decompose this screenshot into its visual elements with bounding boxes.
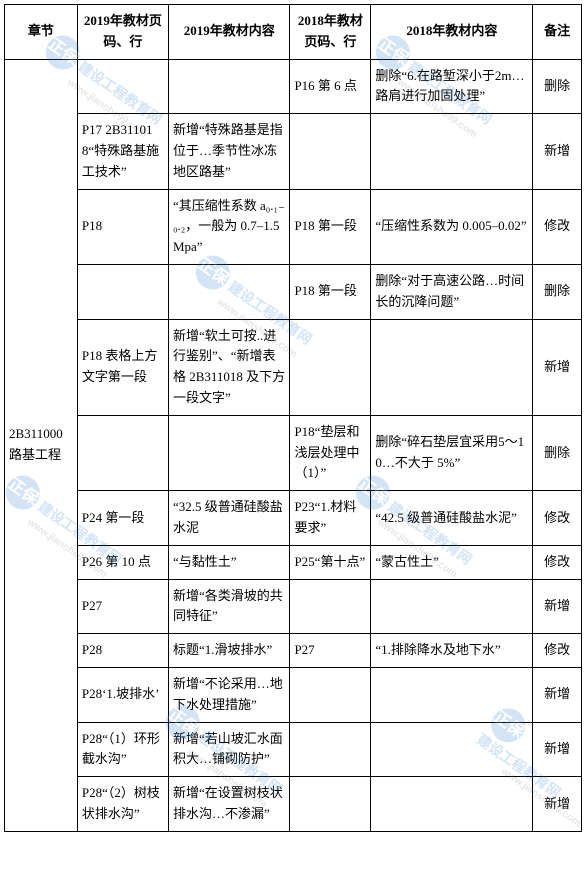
table-row: P18 表格上方文字第一段 新增“软土可按..进行鉴别”、“新增表格 2B311… <box>5 319 582 415</box>
header-chapter: 章节 <box>5 5 78 60</box>
cell-p18 <box>290 667 371 722</box>
cell-p19: P28“（1）环形截水沟” <box>77 722 168 777</box>
table-row: P18 第一段 删除“对于高速公路…时间长的沉降问题” 删除 <box>5 264 582 319</box>
cell-p19: P28“（2）树枝状排水沟” <box>77 777 168 832</box>
cell-note: 新增 <box>533 579 582 634</box>
cell-c19: “其压缩性系数 a₀.₁₋₀.₂，一般为 0.7–1.5Mpa” <box>168 189 289 264</box>
cell-p19: P27 <box>77 579 168 634</box>
cell-p18: P18 第一段 <box>290 189 371 264</box>
table-header-row: 章节 2019年教材页码、行 2019年教材内容 2018年教材页码、行 201… <box>5 5 582 60</box>
cell-c18 <box>371 722 533 777</box>
table-row: P26 第 10 点 “与黏性土” P25“第十点” “蒙古性土” 修改 <box>5 545 582 579</box>
cell-c18: 删除“对于高速公路…时间长的沉降问题” <box>371 264 533 319</box>
cell-c19 <box>168 415 289 490</box>
cell-c18 <box>371 579 533 634</box>
table-row: P28“（1）环形截水沟” 新增“若山坡汇水面积大…铺砌防护” 新增 <box>5 722 582 777</box>
cell-p18 <box>290 722 371 777</box>
cell-note: 修改 <box>533 491 582 546</box>
cell-note: 新增 <box>533 114 582 189</box>
cell-note: 新增 <box>533 667 582 722</box>
cell-c18: “压缩性系数为 0.005–0.02” <box>371 189 533 264</box>
header-note: 备注 <box>533 5 582 60</box>
page-wrap: 正保建设工程教育网 www.jianshe99.com 正保建设工程教育网 ww… <box>4 4 582 832</box>
cell-p18 <box>290 579 371 634</box>
header-content2019: 2019年教材内容 <box>168 5 289 60</box>
cell-c19: 新增“若山坡汇水面积大…铺砌防护” <box>168 722 289 777</box>
cell-c18: “42.5 级普通硅酸盐水泥” <box>371 491 533 546</box>
cell-p18: P16 第 6 点 <box>290 59 371 114</box>
table-row: P18 “其压缩性系数 a₀.₁₋₀.₂，一般为 0.7–1.5Mpa” P18… <box>5 189 582 264</box>
comparison-table: 章节 2019年教材页码、行 2019年教材内容 2018年教材页码、行 201… <box>4 4 582 832</box>
header-page2019: 2019年教材页码、行 <box>77 5 168 60</box>
cell-note: 修改 <box>533 634 582 668</box>
cell-c18 <box>371 319 533 415</box>
cell-p19: P28‘1.坡排水’ <box>77 667 168 722</box>
table-row: P18“垫层和浅层处理中（1）” 删除“碎石垫层宜采用5〜10…不大于 5%” … <box>5 415 582 490</box>
cell-p19: P17 2B311018“特殊路基施工技术” <box>77 114 168 189</box>
cell-p18 <box>290 114 371 189</box>
cell-p18: P18“垫层和浅层处理中（1）” <box>290 415 371 490</box>
header-page2018: 2018年教材页码、行 <box>290 5 371 60</box>
table-row: 2B311000路基工程 P16 第 6 点 删除“6.在路堑深小于2m…路肩进… <box>5 59 582 114</box>
cell-note: 删除 <box>533 59 582 114</box>
cell-c18 <box>371 777 533 832</box>
cell-c18: “蒙古性土” <box>371 545 533 579</box>
cell-c19: 新增“软土可按..进行鉴别”、“新增表格 2B311018 及下方一段文字” <box>168 319 289 415</box>
cell-c19: 新增“不论采用…地下水处理措施” <box>168 667 289 722</box>
cell-c19 <box>168 264 289 319</box>
cell-c18: 删除“6.在路堑深小于2m…路肩进行加固处理” <box>371 59 533 114</box>
cell-p18 <box>290 319 371 415</box>
cell-p18: P23“1.材料要求” <box>290 491 371 546</box>
cell-p19: P26 第 10 点 <box>77 545 168 579</box>
cell-note: 新增 <box>533 319 582 415</box>
cell-c18: “1.排除降水及地下水” <box>371 634 533 668</box>
cell-p18: P27 <box>290 634 371 668</box>
cell-p19 <box>77 415 168 490</box>
cell-p19: P28 <box>77 634 168 668</box>
header-content2018: 2018年教材内容 <box>371 5 533 60</box>
cell-p19: P24 第一段 <box>77 491 168 546</box>
cell-c19: 标题“1.滑坡排水” <box>168 634 289 668</box>
cell-p19: P18 <box>77 189 168 264</box>
cell-c19 <box>168 59 289 114</box>
cell-c19: “与黏性土” <box>168 545 289 579</box>
cell-c19: “32.5 级普通硅酸盐水泥 <box>168 491 289 546</box>
table-row: P28‘1.坡排水’ 新增“不论采用…地下水处理措施” 新增 <box>5 667 582 722</box>
cell-p19 <box>77 59 168 114</box>
table-row: P24 第一段 “32.5 级普通硅酸盐水泥 P23“1.材料要求” “42.5… <box>5 491 582 546</box>
cell-p18: P18 第一段 <box>290 264 371 319</box>
cell-note: 新增 <box>533 777 582 832</box>
cell-p18 <box>290 777 371 832</box>
table-row: P17 2B311018“特殊路基施工技术” 新增“特殊路基是指位于…季节性冰冻… <box>5 114 582 189</box>
cell-c19: 新增“特殊路基是指位于…季节性冰冻地区路基” <box>168 114 289 189</box>
cell-p18: P25“第十点” <box>290 545 371 579</box>
chapter-cell: 2B311000路基工程 <box>5 59 78 831</box>
table-row: P28 标题“1.滑坡排水” P27 “1.排除降水及地下水” 修改 <box>5 634 582 668</box>
cell-note: 修改 <box>533 189 582 264</box>
cell-p19: P18 表格上方文字第一段 <box>77 319 168 415</box>
table-row: P27 新增“各类滑坡的共同特征” 新增 <box>5 579 582 634</box>
cell-c19: 新增“各类滑坡的共同特征” <box>168 579 289 634</box>
cell-c18 <box>371 667 533 722</box>
cell-c19: 新增“在设置树枝状排水沟…不渗漏” <box>168 777 289 832</box>
cell-note: 删除 <box>533 264 582 319</box>
cell-c18: 删除“碎石垫层宜采用5〜10…不大于 5%” <box>371 415 533 490</box>
table-row: P28“（2）树枝状排水沟” 新增“在设置树枝状排水沟…不渗漏” 新增 <box>5 777 582 832</box>
cell-note: 新增 <box>533 722 582 777</box>
cell-note: 删除 <box>533 415 582 490</box>
cell-note: 修改 <box>533 545 582 579</box>
cell-p19 <box>77 264 168 319</box>
cell-c18 <box>371 114 533 189</box>
